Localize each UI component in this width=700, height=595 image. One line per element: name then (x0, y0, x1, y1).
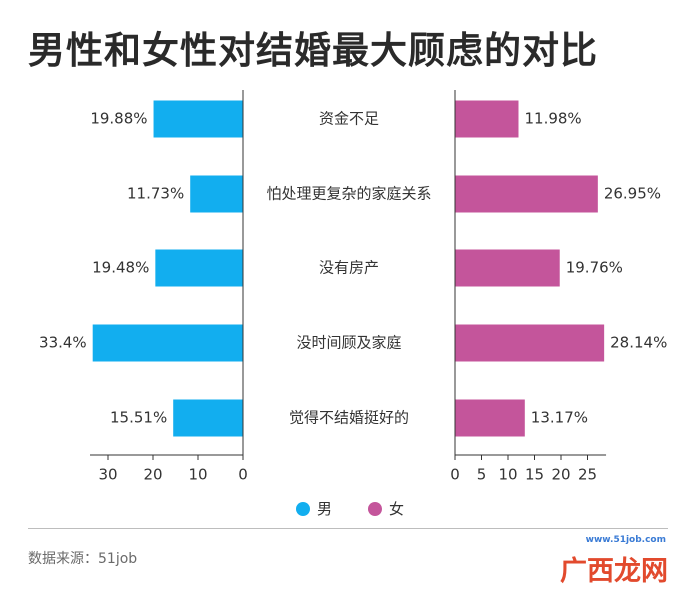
legend-dot-female (368, 501, 382, 516)
male-tick-label: 30 (98, 466, 117, 484)
female-tick-label: 10 (498, 466, 517, 484)
legend-label-female: 女 (389, 500, 405, 518)
legend-item-female[interactable]: 女 (368, 498, 404, 519)
bar-male (153, 100, 243, 138)
female-tick-label: 25 (578, 466, 597, 484)
legend-label-male: 男 (316, 500, 332, 518)
bar-male (173, 399, 243, 437)
category-label: 没有房产 (319, 259, 379, 277)
female-tick-label: 5 (477, 466, 487, 484)
bar-male (190, 175, 243, 213)
female-tick-label: 0 (450, 466, 460, 484)
data-label-female: 28.14% (610, 334, 667, 352)
data-label-female: 13.17% (531, 409, 588, 427)
data-label-male: 15.51% (110, 409, 167, 427)
female-tick-label: 20 (551, 466, 570, 484)
data-label-female: 26.95% (604, 185, 661, 203)
data-label-male: 33.4% (39, 334, 87, 352)
bar-male (155, 249, 243, 287)
data-label-male: 19.48% (92, 259, 149, 277)
bar-female (455, 399, 525, 437)
category-label: 资金不足 (319, 110, 379, 128)
footer-divider (28, 528, 668, 529)
data-label-male: 19.88% (90, 110, 147, 128)
bar-female (455, 324, 605, 362)
chart-title: 男性和女性对结婚最大顾虑的对比 (28, 29, 598, 72)
category-label: 怕处理更复杂的家庭关系 (266, 185, 431, 203)
data-label-female: 11.98% (524, 110, 581, 128)
watermark-logo: www.51job.com 广西龙网 (560, 535, 670, 587)
male-tick-label: 10 (188, 466, 207, 484)
bar-female (455, 249, 560, 287)
data-label-male: 11.73% (127, 185, 184, 203)
male-tick-label: 20 (143, 466, 162, 484)
bar-male (92, 324, 243, 362)
category-label: 没时间顾及家庭 (296, 334, 401, 352)
male-tick-label: 0 (238, 466, 248, 484)
bar-female (455, 175, 598, 213)
category-label: 觉得不结婚挺好的 (289, 409, 409, 427)
chart-legend: 男 女 (0, 498, 700, 519)
bar-female (455, 100, 519, 138)
data-source: 数据来源：51job (28, 551, 138, 567)
watermark-url: www.51job.com (585, 535, 666, 545)
watermark-text: 广西龙网 (560, 556, 668, 587)
legend-item-male[interactable]: 男 (295, 498, 332, 519)
female-tick-label: 15 (525, 466, 544, 484)
legend-dot-male (295, 501, 310, 516)
data-label-female: 19.76% (566, 259, 623, 277)
